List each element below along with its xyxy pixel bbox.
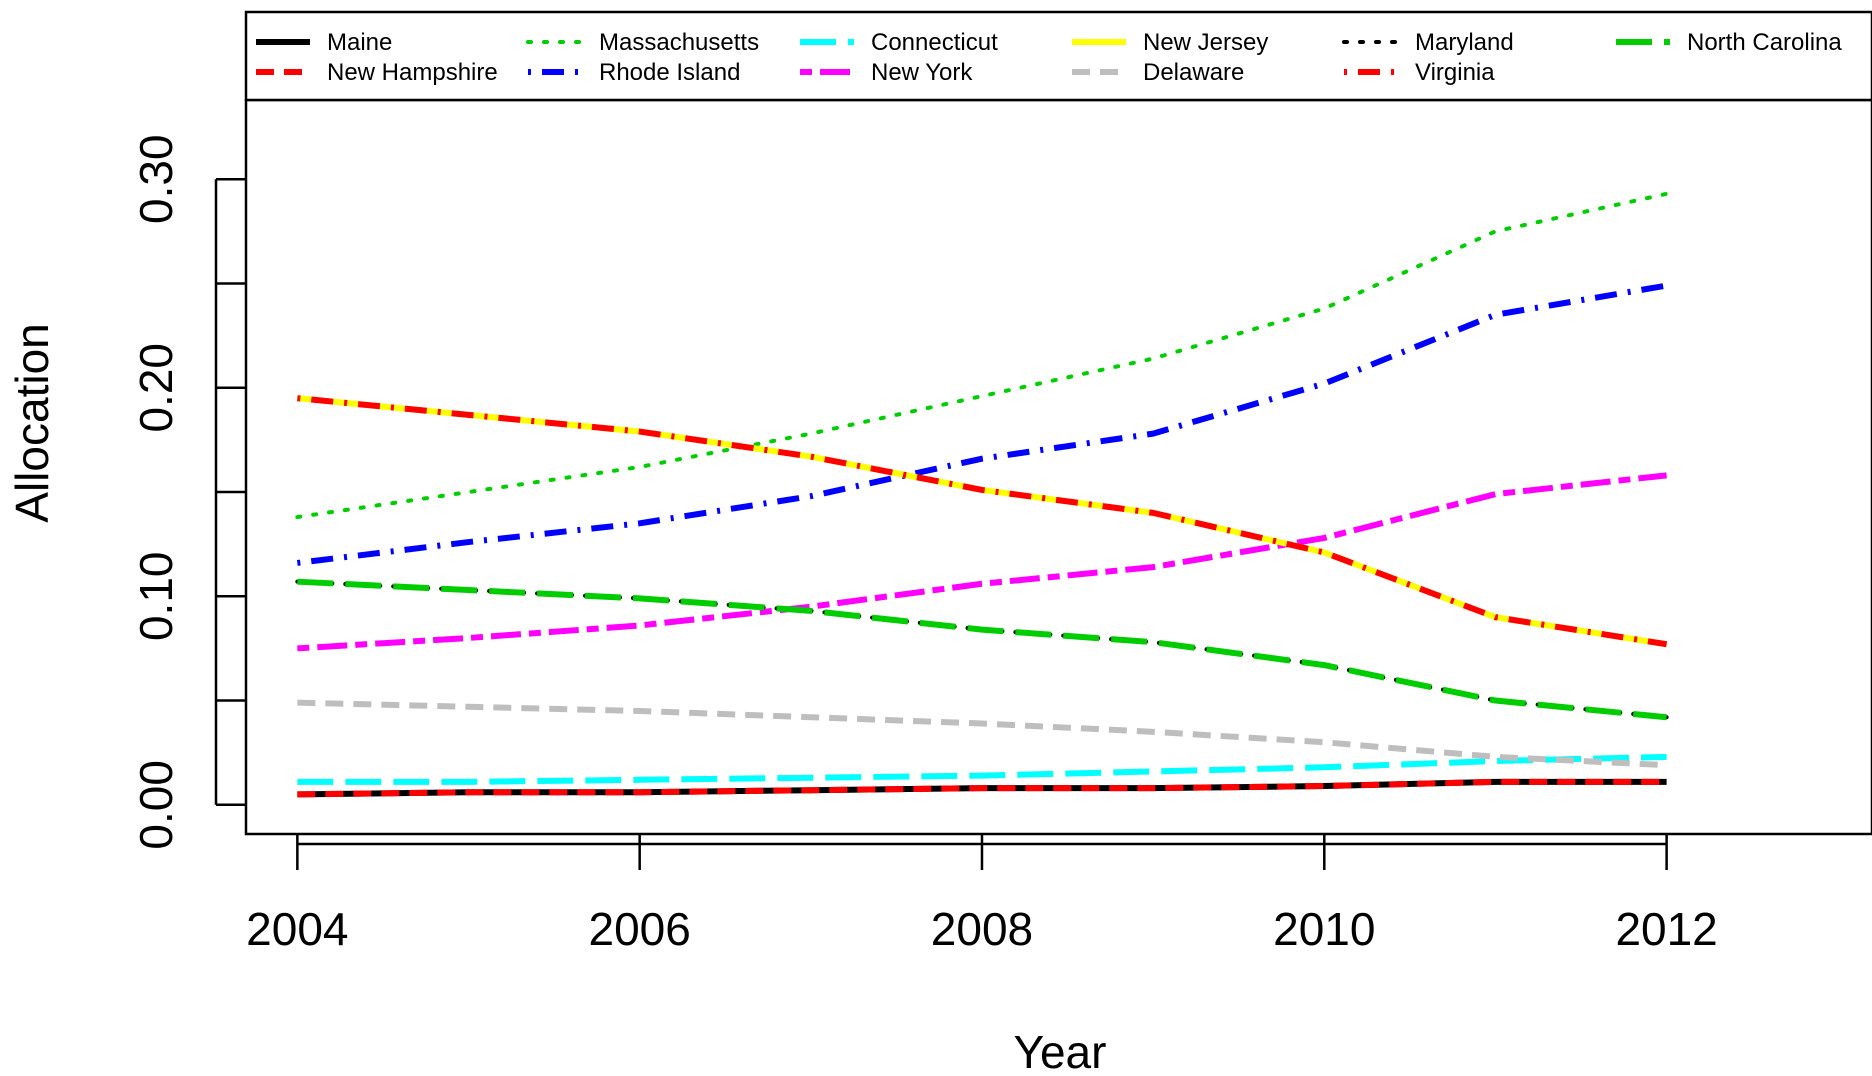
legend-label-new-jersey: New Jersey: [1143, 29, 1268, 56]
series-line-connecticut: [297, 753, 1667, 785]
series-line-virginia: [297, 395, 1668, 648]
y-axis-label: Allocation: [6, 323, 58, 522]
legend-label-connecticut: Connecticut: [871, 29, 998, 56]
series-line-rhode-island: [296, 282, 1668, 566]
legend-label-virginia: Virginia: [1415, 59, 1495, 86]
legend-label-rhode-island: Rhode Island: [599, 59, 740, 86]
series-line-new-hampshire: [297, 778, 1667, 798]
series-line-delaware: [297, 699, 1667, 769]
x-tick-label: 2010: [1273, 903, 1375, 955]
x-tick-label: 2012: [1615, 903, 1717, 955]
legend-label-maryland: Maryland: [1415, 29, 1514, 56]
series-layer: [295, 191, 1669, 798]
x-tick-label: 2008: [931, 903, 1033, 955]
x-axis: 2004 2006 2008 2010 2012: [246, 834, 1718, 955]
legend-label-massachusetts: Massachusetts: [599, 29, 759, 56]
legend-label-north-carolina: North Carolina: [1687, 29, 1842, 56]
x-axis-label: Year: [1014, 1026, 1107, 1076]
series-line-north-carolina: [297, 578, 1667, 721]
series-line-new-jersey: [297, 395, 1668, 648]
legend-label-maine: Maine: [327, 29, 392, 56]
legend-label-new-york: New York: [871, 59, 973, 86]
y-tick-label: 0.10: [130, 552, 182, 642]
series-line-new-york: [297, 472, 1667, 652]
y-axis: 0.00 0.10 0.20 0.30: [130, 134, 246, 850]
y-tick-label: 0.20: [130, 343, 182, 433]
y-tick-label: 0.00: [130, 760, 182, 850]
y-tick-label: 0.30: [130, 134, 182, 224]
x-tick-label: 2006: [588, 903, 690, 955]
series-line-massachusetts: [295, 191, 1669, 520]
legend-box: [244, 10, 1872, 102]
plot-frame: [244, 98, 1872, 836]
legend-label-delaware: Delaware: [1143, 59, 1244, 86]
legend: Maine New Hampshire Massachusetts Rhode Isl…: [244, 10, 1872, 102]
x-tick-label: 2004: [246, 903, 348, 955]
legend-label-new-hampshire: New Hampshire: [327, 59, 498, 86]
